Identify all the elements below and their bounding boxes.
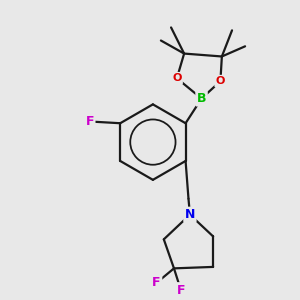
Text: O: O bbox=[172, 73, 182, 83]
Text: F: F bbox=[177, 284, 185, 297]
Text: N: N bbox=[185, 208, 195, 221]
Text: O: O bbox=[216, 76, 225, 86]
Text: F: F bbox=[152, 276, 161, 290]
Text: B: B bbox=[197, 92, 206, 105]
Text: F: F bbox=[85, 115, 94, 128]
